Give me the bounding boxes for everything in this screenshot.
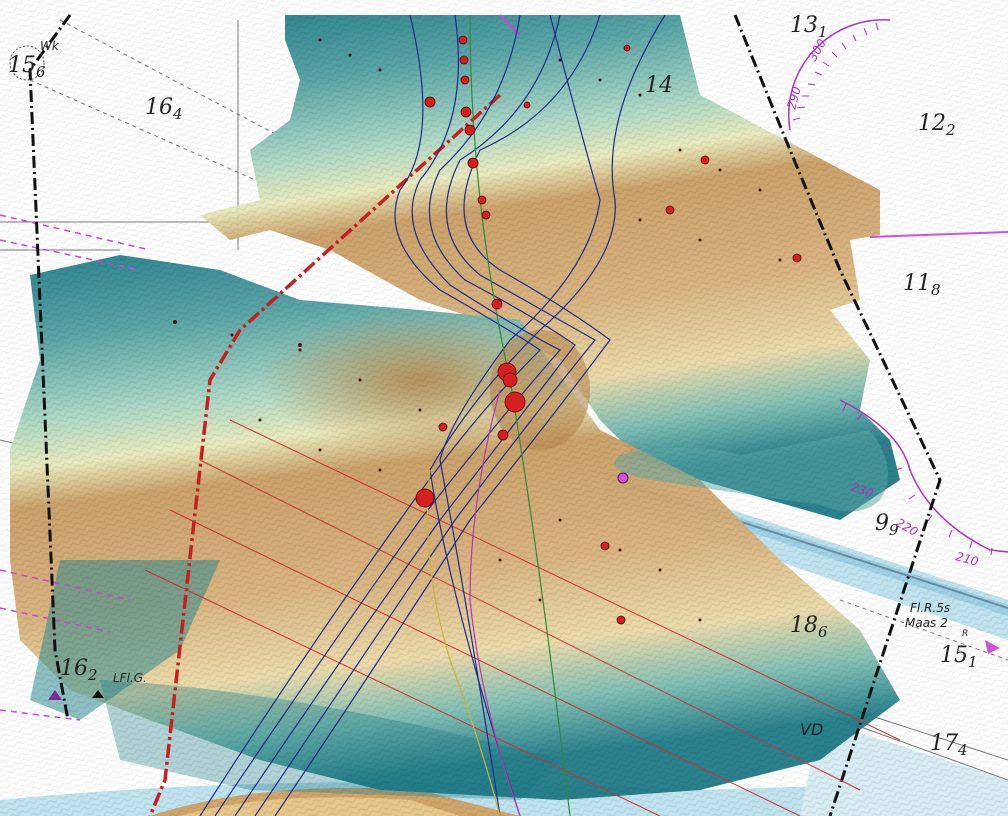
light-left-label: LFl.G. bbox=[113, 671, 147, 685]
compass-bearing-label: 210 bbox=[954, 549, 980, 569]
wreck-label: Wk bbox=[40, 39, 60, 53]
vd-label: VD bbox=[800, 720, 823, 739]
depth-sounding: 118 bbox=[903, 271, 941, 299]
depth-sounding: 151 bbox=[940, 643, 978, 671]
buoy-maas-2 bbox=[9, 45, 1000, 700]
boundary-west bbox=[28, 14, 72, 721]
buoy-name-label: Maas 2 bbox=[905, 616, 948, 630]
depth-sounding: 186 bbox=[790, 613, 828, 641]
depth-sounding: 164 bbox=[145, 95, 183, 123]
obstruction-markers bbox=[415, 35, 802, 625]
sounding-specks bbox=[173, 38, 782, 622]
depth-sounding: 14 bbox=[645, 73, 673, 98]
zone-boundaries bbox=[28, 14, 942, 816]
depth-sounding: 131 bbox=[790, 13, 828, 41]
buoy-tag-label: R bbox=[962, 629, 968, 639]
route-red bbox=[148, 93, 502, 816]
compass-bearing-label: 290 bbox=[784, 85, 804, 111]
leading-line-east bbox=[869, 231, 1008, 238]
buoy-light-label: Fl.R.5s bbox=[910, 601, 950, 615]
compass-rose-south bbox=[839, 399, 1008, 556]
vessel-tracks bbox=[199, 14, 666, 816]
depth-sounding: 174 bbox=[930, 731, 968, 759]
depth-soundings: 156 164 14 131 122 118 99 186 151 162 174 bbox=[8, 13, 978, 759]
boundary-east bbox=[733, 14, 942, 816]
depth-sounding: 99 bbox=[875, 511, 899, 539]
compass-rose-north bbox=[788, 19, 891, 131]
cable-lines-red bbox=[144, 419, 901, 816]
depth-sounding: 156 bbox=[8, 53, 46, 81]
depth-sounding: 162 bbox=[60, 656, 98, 684]
depth-sounding: 122 bbox=[918, 111, 956, 139]
